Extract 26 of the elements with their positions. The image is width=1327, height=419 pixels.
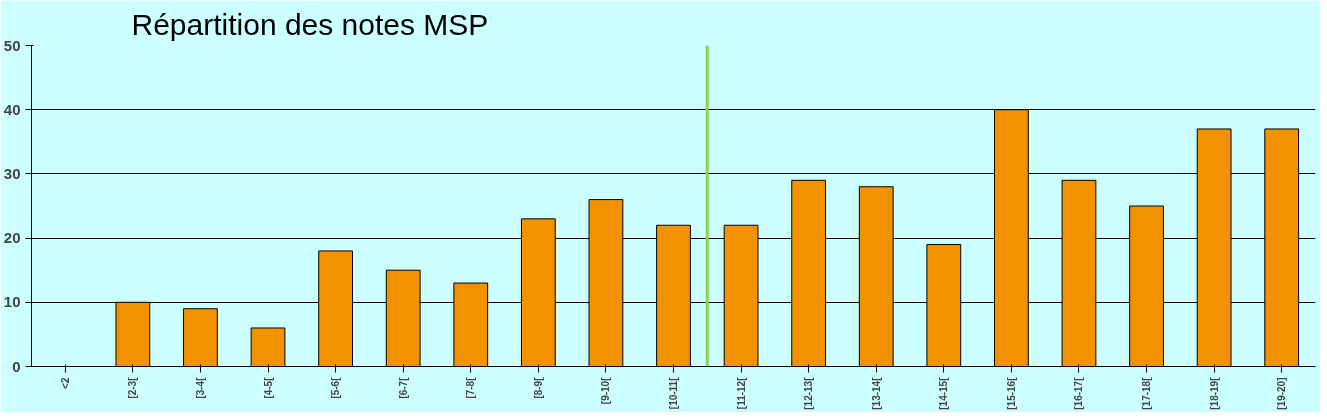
x-tick-label: [3-4[ — [194, 376, 206, 399]
x-tick-label: [17-18[ — [1141, 376, 1153, 410]
x-tick-label: [13-14[ — [870, 376, 882, 410]
x-tick-label: [6-7[ — [397, 376, 409, 399]
y-tick-label: 10 — [3, 293, 21, 311]
x-tick-label: [8-9[ — [532, 376, 544, 399]
y-tick-label: 40 — [3, 100, 21, 118]
y-tick-label: 30 — [3, 164, 21, 182]
x-tick-label: [18-19[ — [1208, 376, 1220, 410]
x-tick-label: [2-3[ — [127, 376, 139, 399]
x-tick-label: [4-5[ — [262, 376, 274, 399]
x-tick-label: [16-17[ — [1073, 376, 1085, 410]
x-tick-label: [9-10[ — [600, 376, 612, 405]
x-tick-label: [19-20] — [1276, 377, 1288, 410]
x-tick-label: [5-6[ — [330, 376, 342, 399]
x-tick-label: [15-16[ — [1005, 376, 1017, 410]
y-tick-label: 20 — [3, 229, 21, 247]
x-tick-label: [14-15[ — [938, 376, 950, 410]
x-tick-label: [11-12[ — [735, 376, 747, 410]
chart-title: Répartition des notes MSP — [131, 7, 489, 41]
y-tick-label: 50 — [3, 36, 21, 54]
x-tick-label: [10-11[ — [668, 376, 679, 410]
x-tick-label: [12-13[ — [803, 376, 815, 410]
x-tick-label: <2 — [59, 377, 71, 389]
x-tick-label: [7-8[ — [465, 376, 477, 399]
y-tick-label: 0 — [12, 357, 21, 375]
